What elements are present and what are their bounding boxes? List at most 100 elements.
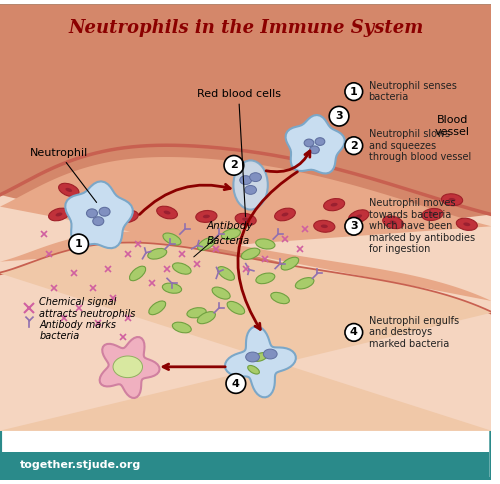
Ellipse shape [162,283,182,293]
Ellipse shape [172,322,192,333]
Ellipse shape [250,173,262,182]
Ellipse shape [156,206,178,219]
Text: Blood
vessel: Blood vessel [434,115,470,137]
Text: 3: 3 [350,221,358,231]
Text: Neutrophil slows
and squeezes
through blood vessel: Neutrophil slows and squeezes through bl… [368,129,471,162]
Ellipse shape [315,138,325,145]
Ellipse shape [356,214,362,218]
Circle shape [345,217,362,235]
Ellipse shape [118,211,139,223]
Ellipse shape [48,208,70,221]
Ellipse shape [235,213,256,226]
Ellipse shape [234,160,268,210]
Polygon shape [0,243,492,431]
Circle shape [345,324,362,341]
Ellipse shape [58,183,79,197]
Ellipse shape [187,308,206,318]
Ellipse shape [83,220,103,233]
Ellipse shape [93,217,104,226]
Ellipse shape [314,220,335,232]
Circle shape [329,106,349,126]
Polygon shape [100,337,160,398]
Ellipse shape [164,211,170,214]
Text: 2: 2 [230,160,238,170]
Ellipse shape [124,214,132,218]
Text: 4: 4 [232,378,240,389]
Ellipse shape [90,224,96,228]
Text: Neutrophil: Neutrophil [30,148,96,202]
Ellipse shape [429,212,436,216]
Ellipse shape [464,223,470,226]
Ellipse shape [264,349,277,359]
Ellipse shape [196,211,217,222]
Text: Antibody marks
bacteria: Antibody marks bacteria [40,319,117,341]
Ellipse shape [149,301,166,315]
Polygon shape [225,326,296,397]
Polygon shape [0,4,492,214]
Polygon shape [0,157,492,301]
Text: Bacteria: Bacteria [206,236,250,246]
Circle shape [345,137,362,154]
Text: together.stjude.org: together.stjude.org [20,460,141,470]
Ellipse shape [86,209,98,218]
Text: 2: 2 [350,141,358,151]
Ellipse shape [218,267,234,280]
Ellipse shape [198,238,215,250]
Ellipse shape [148,248,167,259]
Text: 4: 4 [350,327,358,337]
Ellipse shape [274,208,295,221]
Ellipse shape [442,194,462,206]
Polygon shape [0,145,492,313]
Ellipse shape [253,352,268,362]
Ellipse shape [304,139,314,147]
Ellipse shape [99,207,110,216]
Circle shape [226,374,246,393]
Text: Neutrophil moves
towards bacteria
which have been
marked by antibodies
for inges: Neutrophil moves towards bacteria which … [368,198,474,255]
Ellipse shape [448,198,456,201]
Ellipse shape [271,292,289,303]
Text: 1: 1 [74,239,82,249]
Ellipse shape [198,312,216,324]
Text: Neutrophils in the Immune System: Neutrophils in the Immune System [68,19,424,37]
Text: Antibody: Antibody [194,221,253,257]
Ellipse shape [203,215,210,218]
Ellipse shape [282,212,288,216]
Circle shape [69,234,88,254]
Ellipse shape [212,287,230,299]
Text: 3: 3 [335,111,343,121]
Ellipse shape [321,225,328,228]
Text: 1: 1 [350,87,358,97]
Ellipse shape [382,216,404,228]
Ellipse shape [222,229,240,240]
Ellipse shape [244,185,256,195]
Ellipse shape [163,233,181,245]
Ellipse shape [66,188,72,192]
Ellipse shape [422,209,443,221]
Ellipse shape [310,146,320,154]
Ellipse shape [56,212,62,216]
Ellipse shape [281,257,298,270]
Ellipse shape [172,263,191,274]
Ellipse shape [330,203,338,207]
Ellipse shape [130,266,146,281]
Ellipse shape [248,365,260,374]
Polygon shape [65,182,133,248]
Ellipse shape [324,198,344,211]
Text: Chemical signal
attracts neutrophils: Chemical signal attracts neutrophils [40,297,136,318]
Polygon shape [0,47,492,431]
Ellipse shape [348,210,369,223]
Ellipse shape [113,356,142,378]
Ellipse shape [456,218,477,230]
Ellipse shape [256,239,275,249]
FancyBboxPatch shape [0,4,492,480]
Ellipse shape [242,217,249,221]
Ellipse shape [227,302,244,314]
Ellipse shape [390,220,396,224]
Ellipse shape [246,352,260,362]
Text: Neutrophil engulfs
and destroys
marked bacteria: Neutrophil engulfs and destroys marked b… [368,316,458,349]
Text: Red blood cells: Red blood cells [196,89,280,217]
Ellipse shape [296,278,314,289]
Circle shape [345,83,362,101]
Ellipse shape [242,248,260,259]
Ellipse shape [240,176,252,184]
